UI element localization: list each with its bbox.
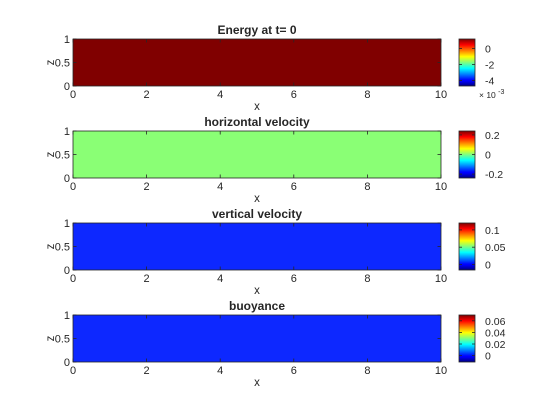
x-axis-label: x	[254, 285, 260, 297]
x-tick-label: 6	[291, 89, 297, 101]
y-tick-label: 1	[64, 310, 70, 322]
subplot-1: Energy at t= 0 0 2 4 6 8 10 0 0.5 1 x z -4 -2 0 × 10 -3	[45, 23, 504, 113]
colorbar-exponent: × 10 -3	[479, 89, 504, 100]
colorbar-tick-label: 0.05	[485, 242, 506, 254]
colorbar-tick-label: -2	[485, 59, 494, 71]
y-axis-label: z	[45, 151, 57, 157]
y-tick-label: 0	[64, 265, 70, 277]
colorbar-tick-label: 0	[485, 351, 491, 363]
y-tick-label: 0.5	[55, 58, 70, 70]
x-tick-label: 0	[70, 273, 76, 285]
y-axis-label: z	[45, 243, 57, 249]
heatmap-field	[73, 39, 441, 86]
x-tick-label: 2	[144, 273, 150, 285]
y-tick-label: 1	[64, 34, 70, 46]
x-tick-label: 0	[70, 89, 76, 101]
x-tick-label: 6	[291, 273, 297, 285]
colorbar	[458, 38, 476, 87]
colorbar-tick-label: 0	[485, 150, 491, 162]
heatmap-field	[73, 223, 441, 270]
x-tick-label: 4	[217, 273, 223, 285]
x-tick-label: 8	[364, 181, 370, 193]
x-tick-label: 10	[435, 89, 447, 101]
chart-title: buoyance	[229, 299, 285, 313]
x-tick-label: 2	[144, 365, 150, 377]
colorbar-tick-label: 0.1	[485, 225, 500, 237]
chart-title: vertical velocity	[212, 207, 302, 221]
y-tick-label: 0	[64, 81, 70, 93]
x-tick-label: 8	[364, 89, 370, 101]
x-axis-label: x	[254, 193, 260, 205]
y-tick-label: 1	[64, 218, 70, 230]
heatmap-field	[73, 315, 441, 362]
colorbar-tick-label: 0	[485, 44, 491, 56]
colorbar-tick-label: 0.02	[485, 339, 506, 351]
x-tick-label: 4	[217, 89, 223, 101]
x-tick-label: 10	[435, 365, 447, 377]
colorbar	[458, 314, 476, 363]
colorbar-tick-label: 0.2	[485, 130, 500, 142]
x-tick-label: 8	[364, 273, 370, 285]
x-tick-label: 0	[70, 181, 76, 193]
x-tick-label: 4	[217, 365, 223, 377]
x-tick-label: 6	[291, 181, 297, 193]
x-axis-label: x	[254, 377, 260, 389]
colorbar-tick-label: -4	[485, 75, 494, 87]
colorbar-tick-label: -0.2	[485, 169, 503, 181]
chart-title: Energy at t= 0	[217, 23, 296, 37]
x-tick-label: 10	[435, 273, 447, 285]
x-tick-label: 2	[144, 181, 150, 193]
colorbar-tick-label: 0.04	[485, 327, 506, 339]
heatmap-field	[73, 131, 441, 178]
x-tick-label: 10	[435, 181, 447, 193]
subplot-3: vertical velocity 0 2 4 6 8 10 0 0.5 1 x z 0 0.05 0.1	[45, 207, 506, 297]
y-axis-label: z	[45, 59, 57, 65]
subplot-2: horizontal velocity 0 2 4 6 8 10 0 0.5 1 x z -0.2 0 0.…	[45, 115, 503, 205]
y-tick-label: 0.5	[55, 242, 70, 254]
y-tick-label: 0	[64, 357, 70, 369]
x-tick-label: 2	[144, 89, 150, 101]
y-axis-label: z	[45, 335, 57, 341]
y-tick-label: 0.5	[55, 334, 70, 346]
colorbar	[458, 222, 476, 271]
x-tick-label: 6	[291, 365, 297, 377]
colorbar-tick-label: 0.06	[485, 316, 506, 328]
x-tick-label: 8	[364, 365, 370, 377]
x-axis-label: x	[254, 101, 260, 113]
y-tick-label: 0	[64, 173, 70, 185]
colorbar-exponent-power: -3	[498, 89, 504, 96]
x-tick-label: 0	[70, 365, 76, 377]
chart-title: horizontal velocity	[204, 115, 310, 129]
y-tick-label: 0.5	[55, 150, 70, 162]
colorbar-tick-label: 0	[485, 259, 491, 271]
y-tick-label: 1	[64, 126, 70, 138]
x-tick-label: 4	[217, 181, 223, 193]
